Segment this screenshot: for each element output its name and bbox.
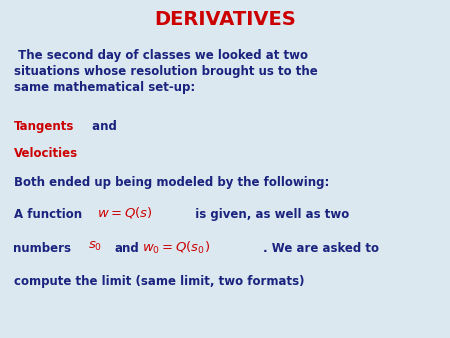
Text: compute the limit (same limit, two formats): compute the limit (same limit, two forma… <box>14 275 304 288</box>
Text: A function: A function <box>14 208 81 221</box>
Text: and: and <box>115 242 140 255</box>
Text: The second day of classes we looked at two
situations whose resolution brought u: The second day of classes we looked at t… <box>14 49 317 94</box>
Text: numbers: numbers <box>14 242 72 255</box>
Text: Velocities: Velocities <box>14 147 77 160</box>
Text: DERIVATIVES: DERIVATIVES <box>154 10 296 29</box>
Text: Tangents: Tangents <box>14 120 74 133</box>
Text: and: and <box>88 120 117 133</box>
Text: Both ended up being modeled by the following:: Both ended up being modeled by the follo… <box>14 176 329 189</box>
Text: $w = Q(s)$: $w = Q(s)$ <box>97 205 153 220</box>
Text: . We are asked to: . We are asked to <box>263 242 379 255</box>
Text: $w_0 = Q(s_0)$: $w_0 = Q(s_0)$ <box>142 240 210 256</box>
Text: is given, as well as two: is given, as well as two <box>187 208 349 221</box>
Text: $s_0$: $s_0$ <box>88 240 102 253</box>
